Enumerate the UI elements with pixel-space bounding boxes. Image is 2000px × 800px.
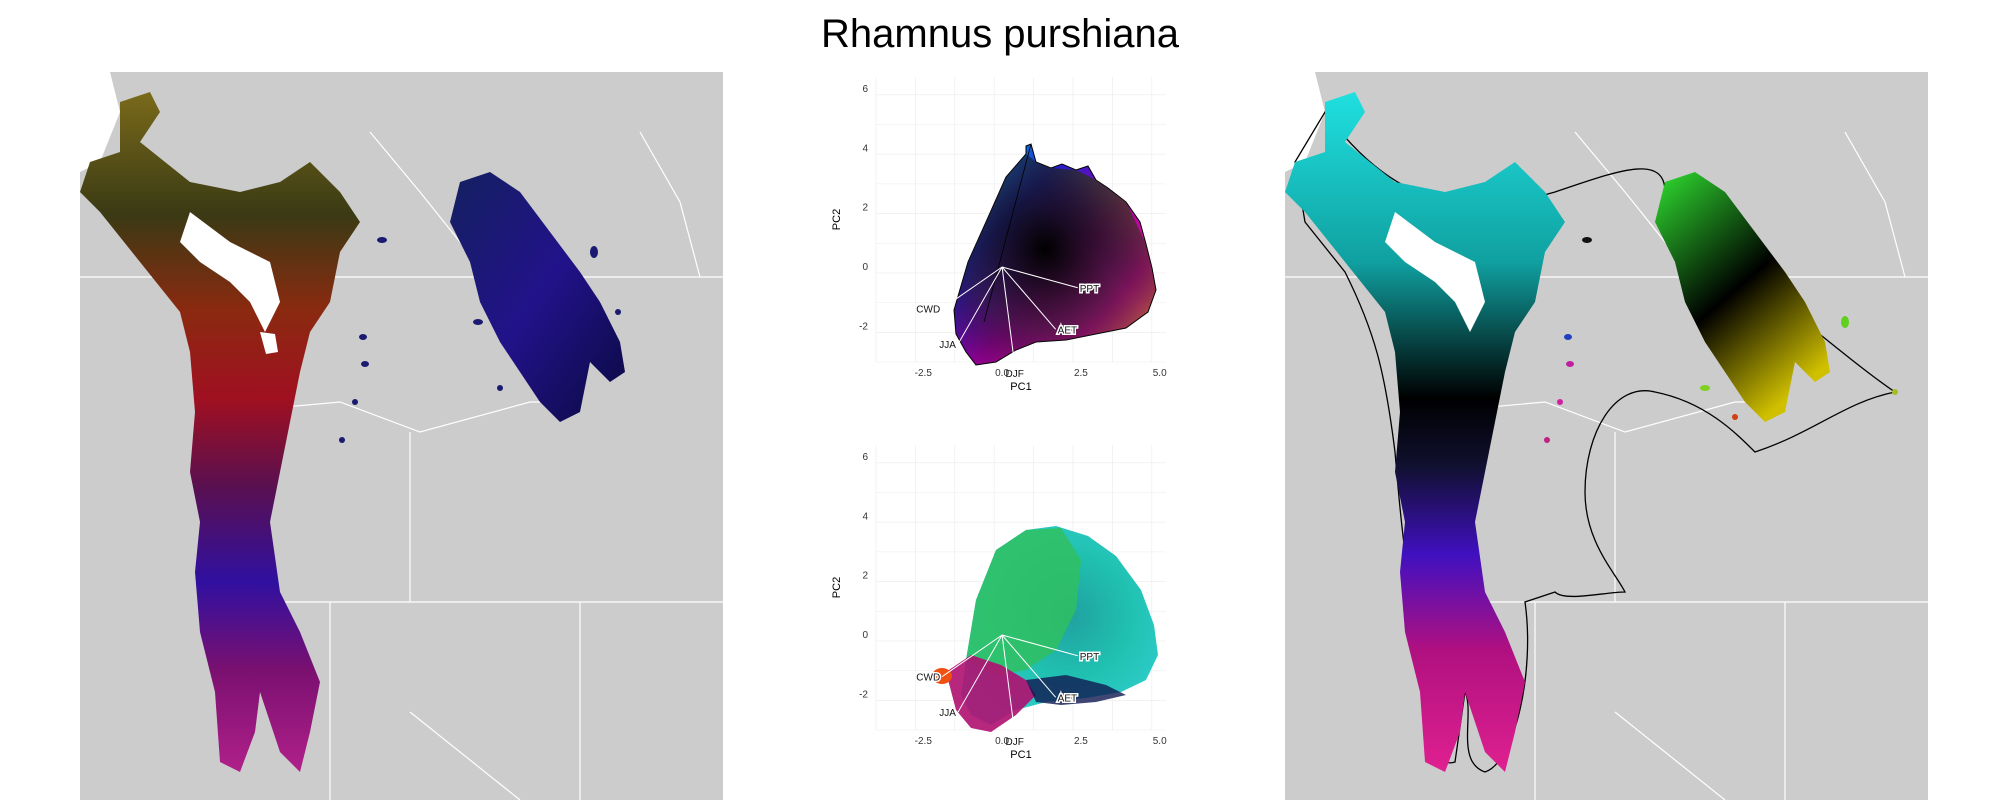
x-tick-label: 2.5: [1074, 368, 1088, 379]
left-map-range-inland: [450, 172, 625, 422]
outlier-point: [1700, 385, 1710, 391]
vector-label-cwd: CWD: [916, 305, 940, 316]
pca-bottom-axes: -2.5 0.0 2.5 5.0 -2 0 2 4 6 PC1 PC2: [831, 452, 1167, 761]
left-map-ocean: [80, 72, 120, 172]
pca-bottom-cloud-green: [966, 528, 1081, 675]
vector-label-djf: DJF: [1006, 737, 1024, 748]
vector-label-jja: JJA: [939, 340, 956, 351]
right-map-range-inland: [1655, 172, 1830, 422]
outlier-point: [377, 237, 387, 243]
outlier-point: [590, 246, 598, 258]
x-tick-label: 5.0: [1153, 368, 1167, 379]
vector-label-aet: AET: [1058, 693, 1077, 704]
y-tick-label: 4: [862, 143, 868, 154]
y-tick-label: 0: [862, 262, 868, 273]
pca-bottom-cloud-dark: [1026, 675, 1126, 705]
y-tick-label: 4: [862, 511, 868, 522]
y-tick-label: 6: [862, 452, 868, 463]
x-tick-label: -2.5: [915, 736, 933, 747]
loading-vector-jja: [957, 634, 1003, 713]
pca-top-axes: -2.5 0.0 2.5 5.0 -2 0 2 4 6 PC1 PC2: [831, 84, 1167, 393]
outlier-point: [361, 361, 369, 367]
loading-vector-djf: [1001, 634, 1016, 734]
vector-label-jja: JJA: [939, 708, 956, 719]
outlier-point: [1892, 389, 1898, 395]
loading-vector-ppt: [1001, 266, 1078, 289]
vector-label-cwd: CWD: [916, 673, 940, 684]
pca-bottom-vectors: CWD JJA DJF AET PPT: [915, 634, 1101, 749]
pca-top-hull-overlay: [954, 154, 1156, 365]
outlier-point: [1564, 334, 1572, 340]
x-tick-label: -2.5: [915, 368, 933, 379]
left-map-range-coastal: [80, 92, 360, 772]
pca-bottom-orange-cluster: [932, 668, 952, 684]
x-tick-label: 0.0: [995, 368, 1009, 379]
right-map-ocean: [1285, 72, 1325, 172]
loading-vector-aet: [1001, 266, 1057, 330]
outlier-point: [1557, 399, 1563, 405]
x-axis-label: PC1: [1010, 381, 1031, 393]
outlier-point: [473, 319, 483, 325]
pca-bottom-svg: CWD JJA DJF AET PPT -2.5 0.0 2.5 5.0 -2 0 2 4 6 PC1 PC…: [831, 445, 1167, 761]
outlier-point: [497, 385, 503, 391]
pca-hull-panel: CWD JJA DJF AET PPT -2.5 0.0 2.5 5.0 -2 0 2 4 6 PC1 PC…: [826, 72, 1176, 422]
loading-vector-aet: [1001, 634, 1057, 698]
loading-vector-cwd: [941, 266, 1003, 309]
left-map-water-river: [260, 332, 278, 354]
vector-label-aet: AET: [1058, 325, 1077, 336]
loading-vector-ppt: [1001, 634, 1078, 657]
pca-top-vectors: CWD JJA DJF AET PPT: [915, 266, 1101, 381]
vector-label-djf: DJF: [1006, 369, 1024, 380]
right-map-outlier-points: [1544, 237, 1898, 443]
x-tick-label: 5.0: [1153, 736, 1167, 747]
x-tick-label: 2.5: [1074, 736, 1088, 747]
left-map-water-sound: [180, 212, 280, 332]
right-map-svg: [1285, 72, 1928, 800]
y-tick-label: -2: [859, 321, 868, 332]
y-tick-label: -2: [859, 689, 868, 700]
y-tick-label: 6: [862, 84, 868, 95]
outlier-point: [1566, 361, 1574, 367]
pca-points-panel: CWD JJA DJF AET PPT -2.5 0.0 2.5 5.0 -2 0 2 4 6 PC1 PC…: [826, 440, 1176, 790]
loading-vector-djf: [1001, 266, 1016, 366]
pca-top-svg: CWD JJA DJF AET PPT -2.5 0.0 2.5 5.0 -2 0 2 4 6 PC1 PC…: [831, 77, 1167, 393]
right-map-range-coastal: [1285, 92, 1565, 772]
outlier-point: [359, 334, 367, 340]
left-range-map: [80, 72, 723, 800]
x-tick-label: 0.0: [995, 736, 1009, 747]
outlier-point: [1732, 414, 1738, 420]
y-axis-label: PC2: [831, 209, 843, 230]
outlier-point: [1841, 316, 1849, 328]
vector-label-ppt: PPT: [1080, 652, 1099, 663]
pca-bottom-cloud-magenta: [946, 655, 1036, 732]
x-axis-label: PC1: [1010, 749, 1031, 761]
y-tick-label: 2: [862, 203, 868, 214]
vector-label-ppt: PPT: [1080, 284, 1099, 295]
outlier-point: [1544, 437, 1550, 443]
y-axis-label: PC2: [831, 577, 843, 598]
left-map-svg: [80, 72, 723, 800]
right-range-map: [1285, 72, 1928, 800]
figure-title: Rhamnus purshiana: [821, 12, 1179, 56]
y-tick-label: 0: [862, 630, 868, 641]
outlier-point: [339, 437, 345, 443]
outlier-point: [352, 399, 358, 405]
y-tick-label: 2: [862, 571, 868, 582]
right-map-water-sound: [1385, 212, 1485, 332]
loading-vector-cwd: [941, 634, 1003, 677]
left-map-outlier-points: [339, 237, 621, 443]
outlier-point: [615, 309, 621, 315]
outlier-point: [1582, 237, 1592, 243]
loading-vector-jja: [957, 266, 1003, 345]
pca-top-spoke: [983, 143, 1032, 323]
